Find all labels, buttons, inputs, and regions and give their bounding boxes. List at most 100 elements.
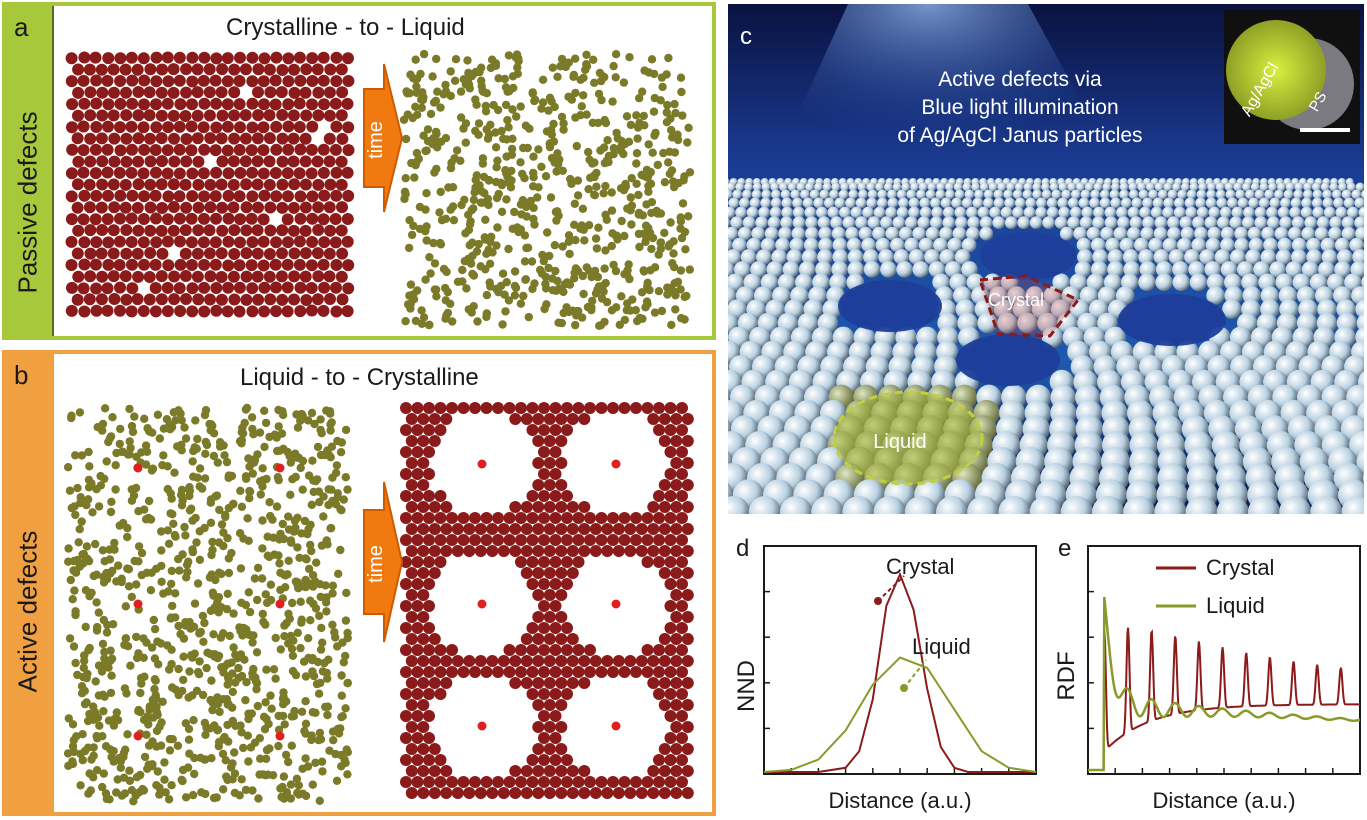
crystal-particle	[543, 743, 556, 755]
liquid-particle	[482, 249, 491, 258]
scene-particle	[780, 496, 812, 514]
liquid-particle	[189, 716, 198, 725]
crystal-particle	[509, 413, 522, 425]
scene-particle	[1259, 182, 1269, 192]
crystal-particle	[126, 97, 139, 110]
crystal-particle	[538, 688, 550, 700]
scene-particle	[1291, 216, 1305, 230]
liquid-particle	[497, 207, 507, 216]
crystal-particle	[78, 305, 91, 318]
liquid-particle	[509, 83, 518, 93]
liquid-particle	[247, 413, 257, 422]
crystal-particle	[676, 710, 688, 722]
scene-particle	[930, 197, 941, 209]
scene-particle	[1081, 206, 1094, 219]
crystal-particle	[233, 281, 246, 294]
crystal-particle	[185, 120, 198, 133]
scene-particle	[1172, 182, 1182, 192]
liquid-particle	[638, 314, 647, 323]
liquid-particle	[89, 715, 98, 724]
liquid-particle	[228, 759, 237, 768]
scene-particle	[885, 226, 900, 241]
liquid-particle	[107, 497, 116, 506]
scene-particle	[961, 197, 973, 209]
liquid-particle	[79, 663, 88, 672]
liquid-particle	[634, 210, 643, 219]
crystal-particle	[549, 732, 562, 744]
scene-particle	[1328, 226, 1342, 241]
crystal-particle	[72, 86, 85, 99]
scene-particle	[1029, 216, 1043, 230]
liquid-particle	[442, 267, 451, 277]
scene-particle	[1117, 216, 1130, 230]
crystal-particle	[474, 545, 487, 557]
scene-particle	[1067, 197, 1079, 209]
chart-d-liquid-label: Liquid	[912, 634, 971, 659]
crystal-particle	[84, 224, 97, 237]
crystal-particle	[561, 666, 573, 678]
liquid-particle	[528, 284, 537, 294]
liquid-particle	[179, 652, 188, 661]
liquid-particle	[152, 702, 161, 712]
crystal-particle	[78, 258, 91, 271]
crystal-particle	[119, 63, 132, 76]
crystal-particle	[77, 74, 90, 87]
liquid-particle	[530, 96, 539, 106]
crystal-particle	[126, 74, 139, 87]
liquid-particle	[402, 87, 411, 96]
scene-particle	[1148, 237, 1164, 253]
crystal-particle	[120, 86, 132, 99]
liquid-particle	[218, 749, 228, 759]
liquid-particle	[286, 794, 295, 803]
liquid-particle	[256, 490, 265, 499]
scene-particle	[728, 197, 740, 209]
scene-particle	[875, 237, 891, 253]
liquid-particle	[634, 190, 643, 200]
liquid-particle	[337, 691, 346, 700]
liquid-particle	[404, 243, 414, 253]
crystal-particle	[65, 167, 78, 180]
liquid-particle	[452, 146, 462, 155]
liquid-particle	[110, 538, 119, 548]
crystal-particle	[400, 446, 412, 458]
crystal-particle	[681, 787, 694, 799]
liquid-particle	[237, 728, 246, 737]
scene-particle	[877, 189, 888, 200]
crystal-particle	[503, 776, 516, 788]
liquid-particle	[341, 704, 350, 713]
crystal-particle	[288, 247, 301, 260]
crystal-particle	[664, 776, 677, 788]
crystal-particle	[400, 402, 412, 414]
liquid-particle	[195, 657, 204, 666]
liquid-particle	[431, 127, 441, 137]
liquid-particle	[627, 201, 637, 210]
liquid-particle	[550, 102, 559, 112]
liquid-particle	[571, 88, 580, 98]
crystal-particle	[423, 666, 435, 678]
scene-particle	[1322, 189, 1333, 200]
crystal-particle	[119, 270, 132, 283]
liquid-particle	[228, 687, 237, 697]
crystal-particle	[457, 512, 470, 524]
crystal-particle	[197, 236, 210, 249]
liquid-particle	[242, 403, 252, 413]
scene-particle	[1080, 189, 1091, 200]
scene-particle	[1310, 496, 1343, 514]
liquid-particle	[163, 484, 172, 494]
crystal-particle	[532, 589, 545, 601]
crystal-particle	[584, 776, 596, 788]
crystal-particle	[503, 644, 516, 656]
liquid-particle	[426, 269, 435, 278]
liquid-particle	[144, 496, 154, 506]
liquid-particle	[239, 534, 248, 543]
liquid-particle	[140, 414, 149, 423]
crystal-particle	[670, 765, 683, 777]
crystal-particle	[270, 143, 283, 156]
liquid-particle	[255, 734, 264, 743]
crystal-particle	[676, 776, 688, 788]
crystal-particle	[497, 545, 510, 557]
scene-particle	[1012, 189, 1023, 200]
liquid-particle	[441, 283, 450, 293]
scene-particle	[1316, 216, 1330, 230]
liquid-particle	[65, 634, 75, 643]
